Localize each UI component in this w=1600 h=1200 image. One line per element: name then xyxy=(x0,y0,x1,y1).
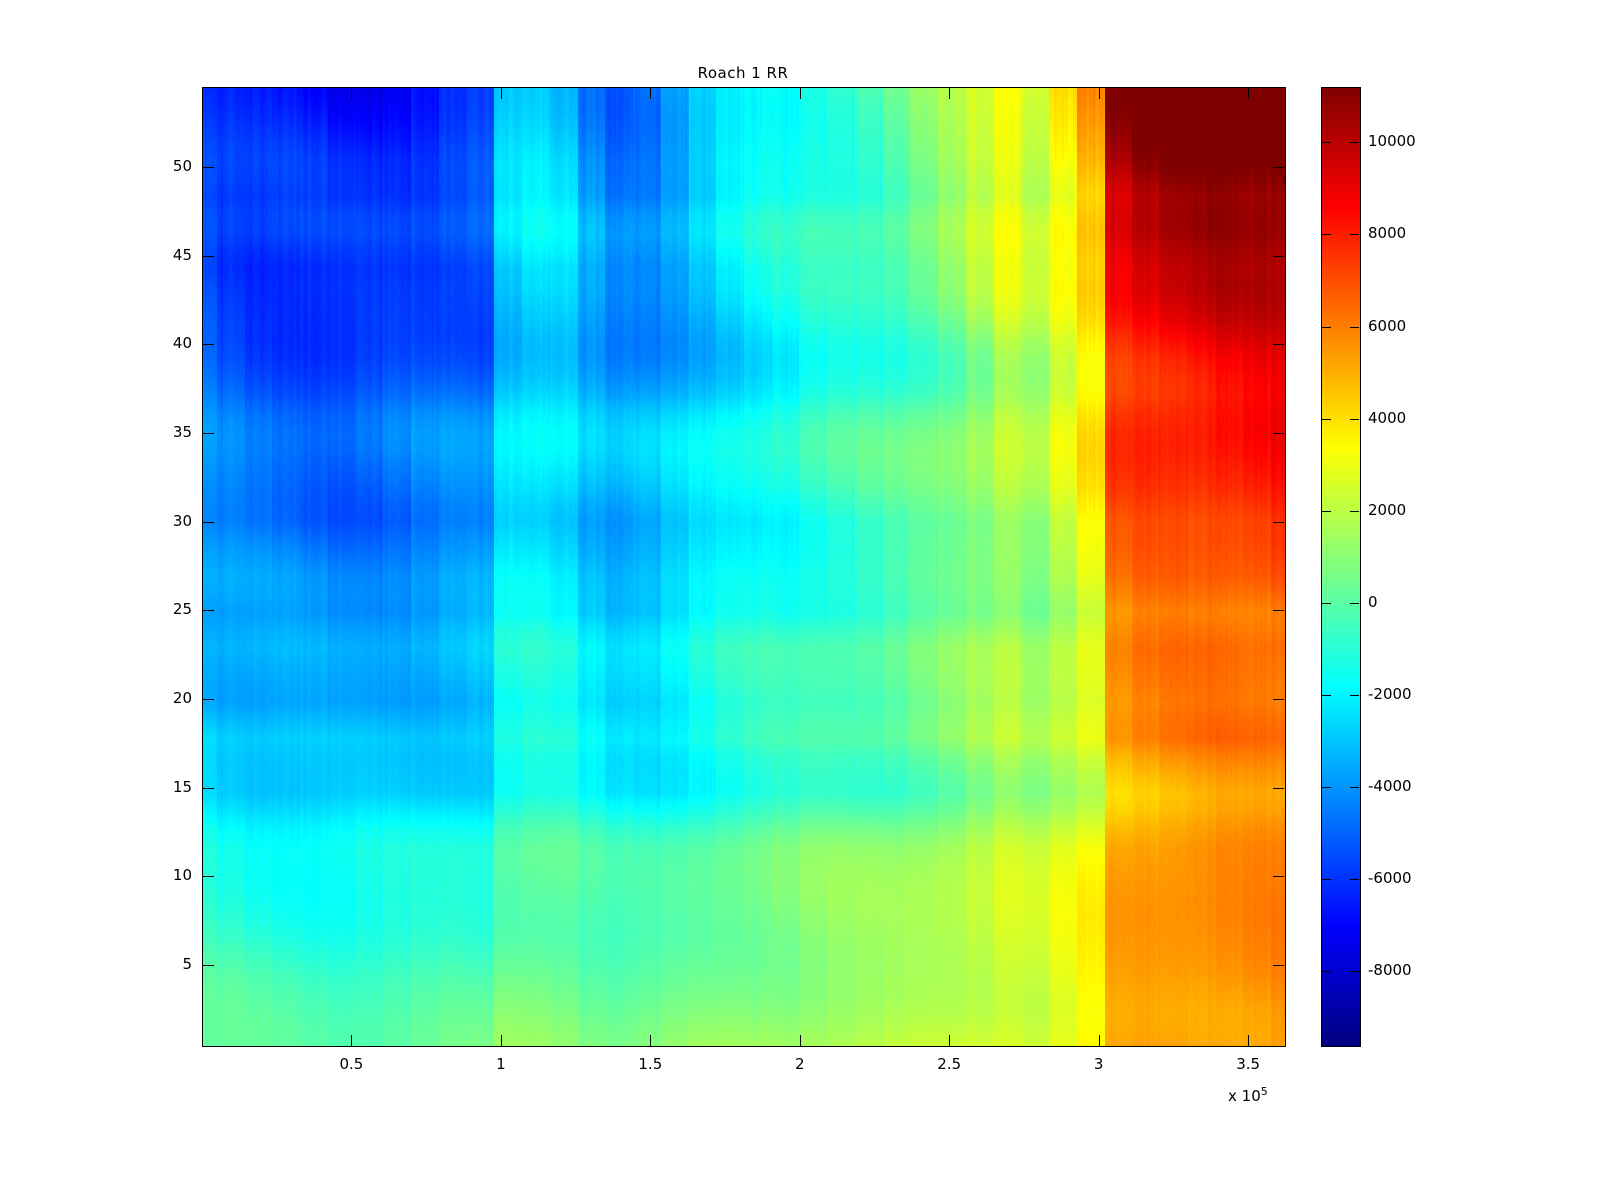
y-axis-tick-label: 25 xyxy=(172,600,192,619)
x-axis-tick-label: 3 xyxy=(1093,1055,1104,1073)
colorbar-tick-mark-right xyxy=(1350,418,1359,420)
x-axis-tick-label: 2 xyxy=(795,1055,805,1073)
y-axis-tick-mark-right xyxy=(1273,610,1284,612)
x-axis-tick-label: 1.5 xyxy=(638,1055,663,1073)
y-axis-tick-mark-right xyxy=(1273,255,1284,257)
y-axis-tick-mark-right xyxy=(1273,787,1284,789)
y-axis-tick-mark-right xyxy=(1273,699,1284,701)
y-axis-tick-label: 40 xyxy=(172,334,192,353)
colorbar-tick-label: 10000 xyxy=(1368,132,1416,151)
colorbar-tick-mark-right xyxy=(1350,602,1359,604)
colorbar-tick-mark-left xyxy=(1322,418,1331,420)
colorbar-tick-mark-right xyxy=(1350,879,1359,881)
y-axis-tick-label: 50 xyxy=(172,156,192,175)
colorbar-tick-mark-left xyxy=(1322,971,1331,973)
colorbar-tick-mark-right xyxy=(1350,971,1359,973)
x-axis-tick-mark-top xyxy=(799,88,801,99)
page-title: Roach 1 RR xyxy=(697,64,789,82)
colorbar-tick-label: -8000 xyxy=(1368,961,1412,980)
x-axis-tick-label: 0.5 xyxy=(339,1055,364,1073)
colorbar-tick-mark-right xyxy=(1350,787,1359,789)
colorbar-image xyxy=(1322,88,1360,1046)
y-axis-tick-label: 45 xyxy=(172,245,192,264)
colorbar-tick-label: 0 xyxy=(1368,592,1378,611)
x-axis-tick-mark-top xyxy=(1248,88,1250,99)
colorbar-tick-mark-left xyxy=(1322,326,1331,328)
colorbar-tick-label: 8000 xyxy=(1368,224,1407,243)
x-axis-tick-mark xyxy=(500,1035,502,1046)
y-axis-tick-mark-right xyxy=(1273,965,1284,967)
colorbar-tick-label: -2000 xyxy=(1368,684,1412,703)
y-axis-tick-mark xyxy=(203,344,214,346)
x-axis-tick-mark xyxy=(949,1035,951,1046)
y-axis-tick-mark xyxy=(203,255,214,257)
heatmap-image[interactable] xyxy=(203,88,1285,1046)
y-axis-tick-mark xyxy=(203,876,214,878)
y-axis-tick-label: 20 xyxy=(172,689,192,708)
colorbar-tick-mark-left xyxy=(1322,879,1331,881)
y-axis-tick-mark xyxy=(203,787,214,789)
x-axis-tick-label: 1 xyxy=(496,1055,506,1073)
y-axis-tick-label: 5 xyxy=(182,955,192,974)
colorbar-tick-mark-right xyxy=(1350,510,1359,512)
colorbar-tick-label: 6000 xyxy=(1368,316,1407,335)
colorbar-tick-mark-left xyxy=(1322,602,1331,604)
y-axis-tick-mark-right xyxy=(1273,432,1284,434)
y-axis-tick-mark xyxy=(203,166,214,168)
x-axis-tick-mark xyxy=(1098,1035,1100,1046)
x-axis-exponent-label: x 105 xyxy=(1228,1085,1268,1105)
x-axis-tick-mark-top xyxy=(500,88,502,99)
colorbar-tick-label: 2000 xyxy=(1368,500,1407,519)
x-axis-exponent-base: x 10 xyxy=(1228,1087,1261,1105)
x-axis-tick-mark xyxy=(650,1035,652,1046)
x-axis-tick-mark-top xyxy=(1098,88,1100,99)
x-axis-exponent-power: 5 xyxy=(1260,1085,1268,1098)
colorbar[interactable] xyxy=(1321,87,1361,1047)
colorbar-tick-mark-right xyxy=(1350,234,1359,236)
y-axis-tick-mark xyxy=(203,432,214,434)
x-axis-tick-mark xyxy=(1248,1035,1250,1046)
colorbar-tick-label: 4000 xyxy=(1368,408,1407,427)
x-axis-tick-label: 3.5 xyxy=(1236,1055,1261,1073)
y-axis-tick-mark xyxy=(203,610,214,612)
x-axis-tick-mark-top xyxy=(351,88,353,99)
x-axis-tick-mark xyxy=(799,1035,801,1046)
colorbar-tick-mark-right xyxy=(1350,694,1359,696)
y-axis-tick-mark xyxy=(203,965,214,967)
colorbar-tick-mark-left xyxy=(1322,234,1331,236)
x-axis-tick-mark-top xyxy=(949,88,951,99)
y-axis-tick-label: 30 xyxy=(172,511,192,530)
y-axis-tick-mark-right xyxy=(1273,344,1284,346)
y-axis-tick-label: 35 xyxy=(172,422,192,441)
y-axis-tick-mark-right xyxy=(1273,166,1284,168)
colorbar-tick-mark-right xyxy=(1350,326,1359,328)
colorbar-tick-mark-left xyxy=(1322,787,1331,789)
heatmap-axes[interactable] xyxy=(202,87,1286,1047)
y-axis-tick-mark xyxy=(203,521,214,523)
x-axis-tick-mark xyxy=(351,1035,353,1046)
colorbar-tick-mark-left xyxy=(1322,142,1331,144)
colorbar-tick-label: -6000 xyxy=(1368,869,1412,888)
y-axis-tick-mark-right xyxy=(1273,876,1284,878)
y-axis-tick-mark-right xyxy=(1273,521,1284,523)
colorbar-tick-label: -4000 xyxy=(1368,777,1412,796)
colorbar-tick-mark-left xyxy=(1322,510,1331,512)
colorbar-tick-mark-right xyxy=(1350,142,1359,144)
y-axis-tick-label: 15 xyxy=(172,777,192,796)
x-axis-tick-mark-top xyxy=(650,88,652,99)
y-axis-tick-label: 10 xyxy=(172,866,192,885)
y-axis-tick-mark xyxy=(203,699,214,701)
x-axis-tick-label: 2.5 xyxy=(937,1055,962,1073)
colorbar-tick-mark-left xyxy=(1322,694,1331,696)
